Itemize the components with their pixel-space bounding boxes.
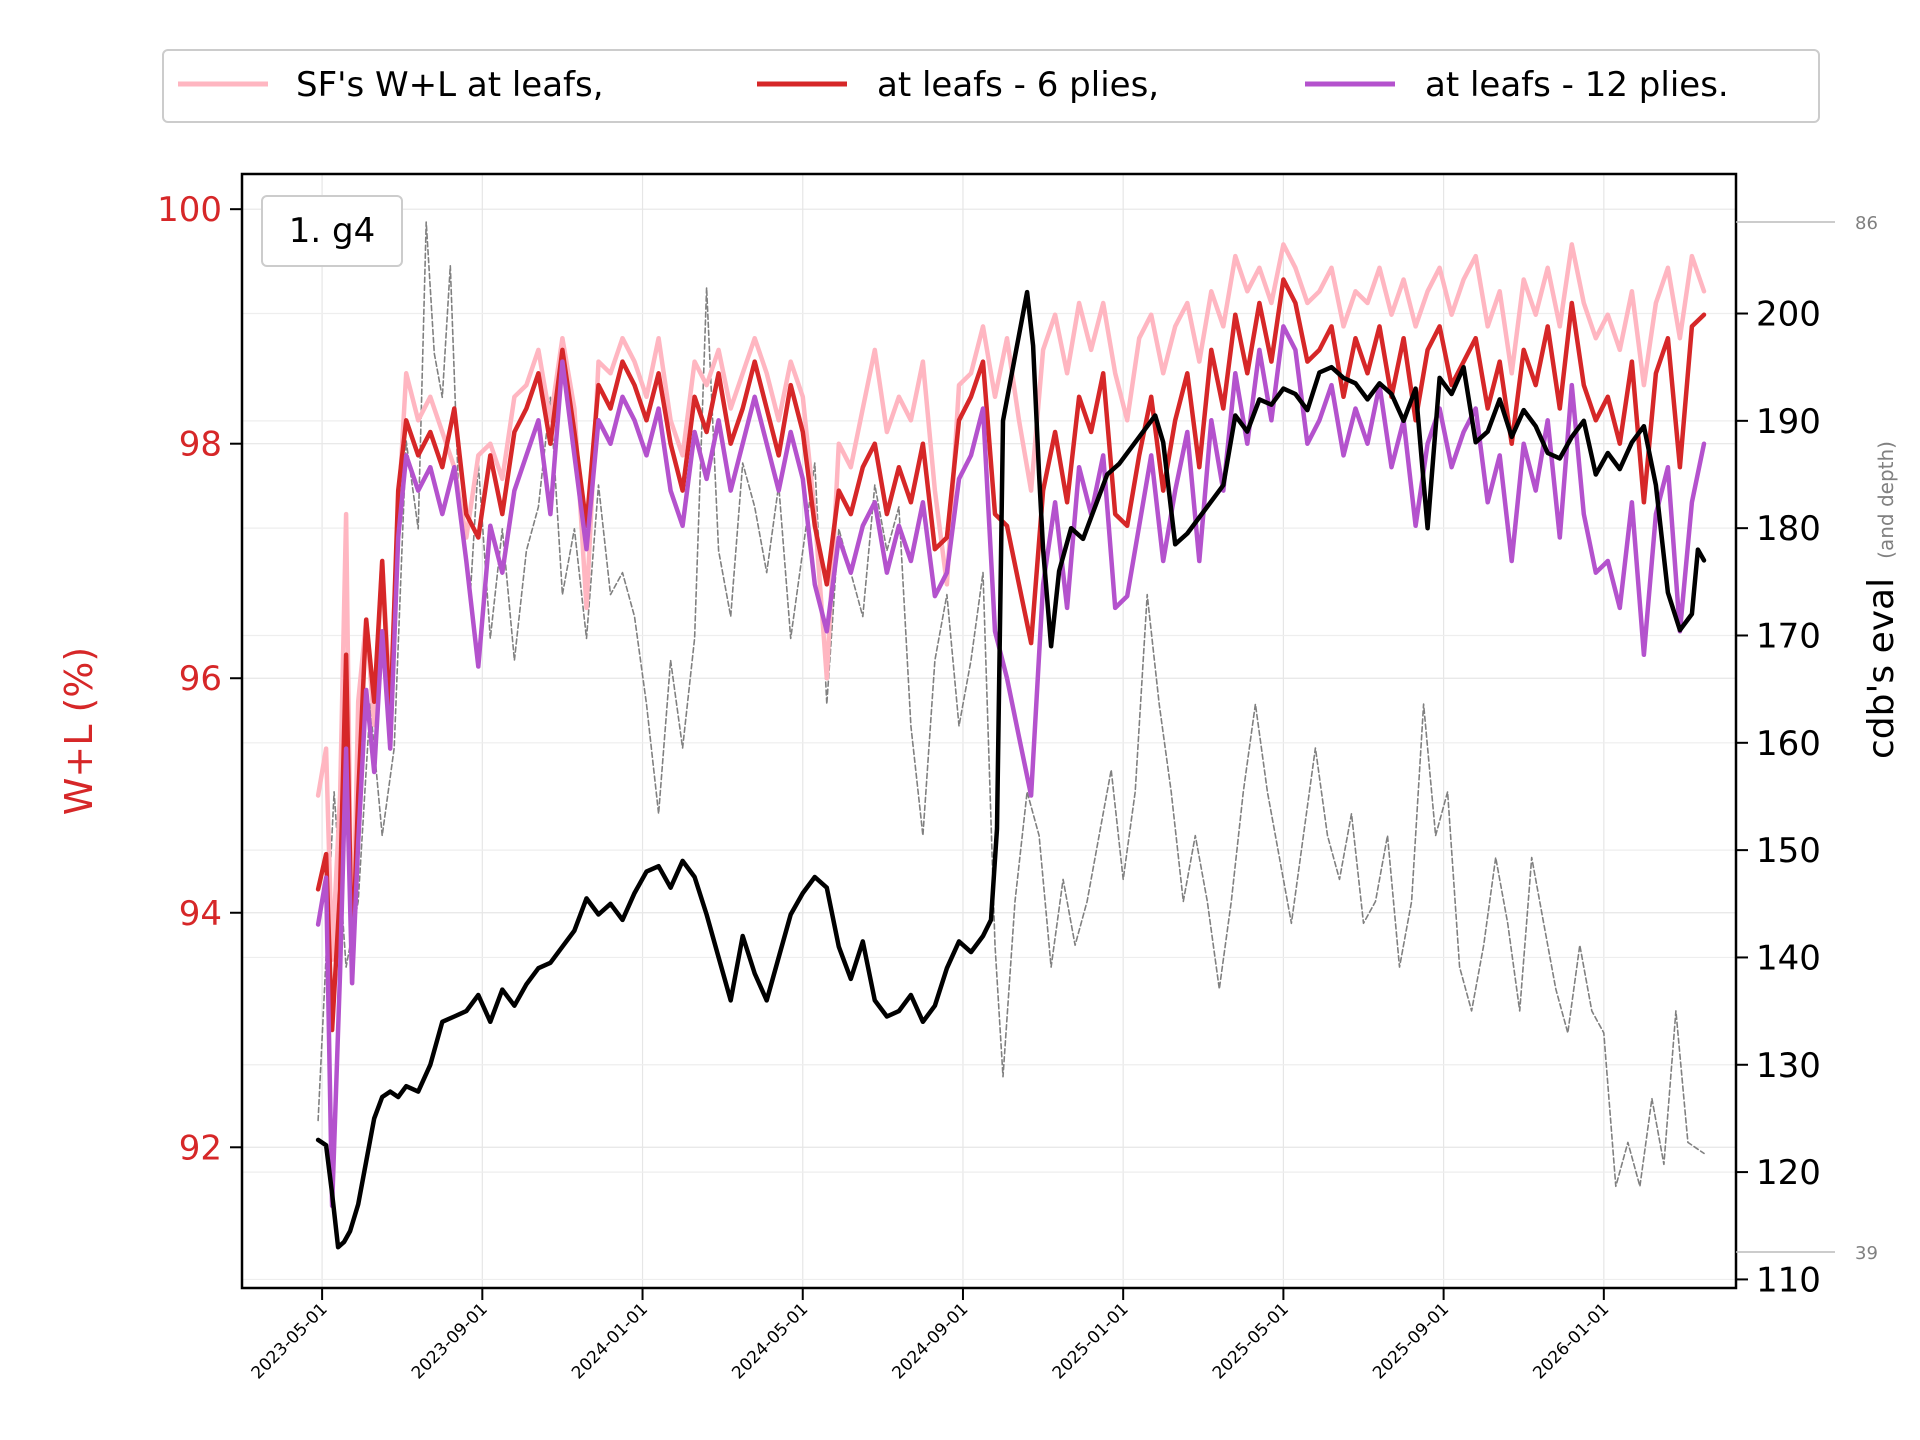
x-tick-label: 2025-01-01 — [1049, 1299, 1133, 1383]
legend-label-12plies: at leafs - 12 plies. — [1425, 65, 1729, 105]
series-line-sf-s-w-l-at-leafs — [315, 242, 1707, 986]
right-axis-title: cdb's eval (and depth) — [1861, 441, 1902, 759]
right-tick-label: 160 — [1756, 724, 1821, 764]
grid — [242, 174, 1736, 1288]
right-axis-title-main: cdb's eval — [1861, 578, 1902, 759]
right-tick-label: 120 — [1756, 1153, 1821, 1193]
plot-frame — [240, 172, 1738, 1290]
right-axis-title-sub: (and depth) — [1874, 441, 1898, 559]
depth-min-label: 39 — [1855, 1243, 1878, 1264]
right-tick-label: 190 — [1756, 402, 1821, 442]
left-tick-label: 100 — [157, 190, 222, 230]
x-tick-label: 2025-09-01 — [1369, 1299, 1453, 1383]
x-tick-label: 2024-05-01 — [728, 1299, 812, 1383]
series-line-depth — [317, 221, 1705, 1188]
annotation: 1. g4 — [261, 195, 403, 267]
right-tick-label: 180 — [1756, 509, 1821, 549]
right-tick-label: 110 — [1756, 1260, 1821, 1300]
depth-max-label: 86 — [1855, 213, 1878, 234]
legend-label-sf: SF's W+L at leafs, — [296, 65, 604, 105]
legend-box — [162, 49, 1820, 123]
left-tick-label: 96 — [179, 659, 222, 699]
series-line-cdb-s-eval — [315, 289, 1707, 1250]
x-tick-label: 2025-05-01 — [1209, 1299, 1293, 1383]
right-tick-label: 200 — [1756, 295, 1821, 335]
annotation-label: 1. g4 — [289, 211, 375, 251]
right-tick-label: 150 — [1756, 831, 1821, 871]
series-layer — [315, 221, 1707, 1250]
right-tick-label: 170 — [1756, 616, 1821, 656]
x-tick-label: 2026-01-01 — [1529, 1299, 1613, 1383]
left-tick-label: 94 — [179, 894, 222, 934]
left-axis-title: W+L (%) — [57, 647, 101, 815]
x-tick-label: 2023-05-01 — [248, 1299, 332, 1383]
x-tick-label: 2023-09-01 — [408, 1299, 492, 1383]
right-tick-label: 140 — [1756, 938, 1821, 978]
legend: SF's W+L at leafs, at leafs - 6 plies, a… — [162, 49, 1820, 123]
x-axis: 2023-05-01 2023-09-01 2024-01-01 2024-05-01… — [248, 1288, 1613, 1383]
depth-scale: 86 39 — [1736, 213, 1878, 1264]
right-axis: 110 120 130 140 150 160 170 180 190 200 — [1736, 295, 1821, 1300]
series-line-at-leafs-12-plies — [315, 324, 1707, 1209]
x-tick-label: 2024-01-01 — [568, 1299, 652, 1383]
x-tick-label: 2024-09-01 — [888, 1299, 972, 1383]
legend-label-6plies: at leafs - 6 plies, — [877, 65, 1159, 105]
annotation-box — [261, 195, 403, 267]
left-tick-label: 98 — [179, 425, 222, 465]
series-line-at-leafs-6-plies — [315, 277, 1707, 1033]
left-tick-label: 92 — [179, 1128, 222, 1168]
left-axis: 92 94 96 98 100 — [157, 190, 242, 1168]
right-tick-label: 130 — [1756, 1046, 1821, 1086]
